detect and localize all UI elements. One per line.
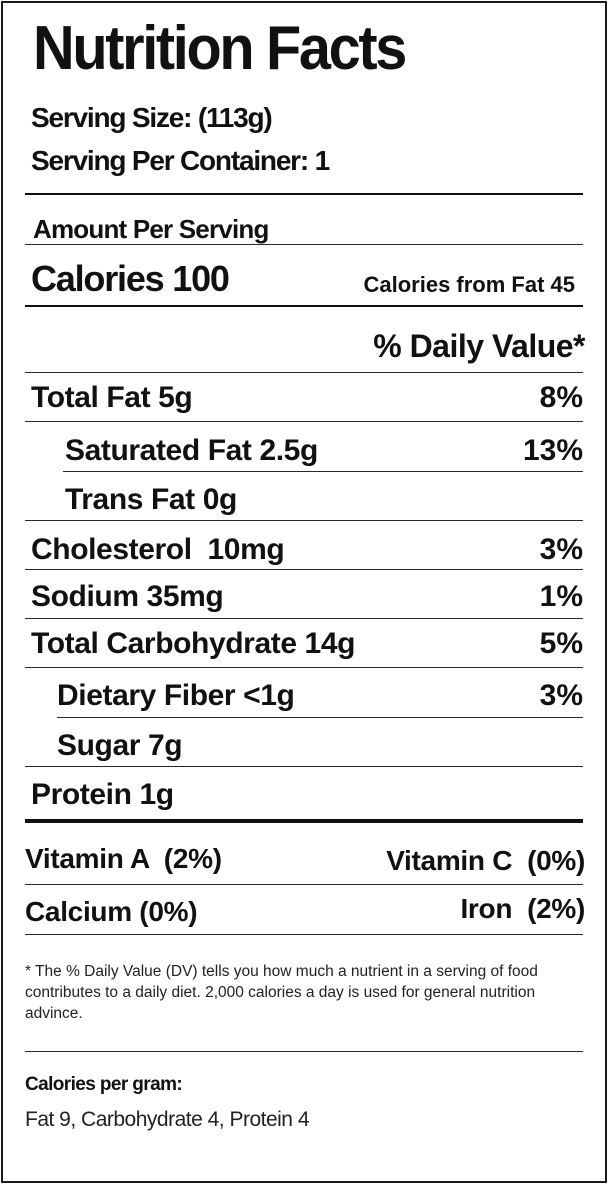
calcium: Calcium (0%) — [25, 896, 198, 927]
nutrient-name-total-fat: Total Fat 5g — [31, 381, 193, 414]
calories-value: Calories 100 — [31, 258, 230, 299]
calories-from-fat: Calories from Fat 45 — [363, 272, 575, 297]
nutrient-name-cholesterol: Cholesterol 10mg — [31, 533, 285, 566]
amount-per-serving-heading: Amount Per Serving — [33, 214, 269, 244]
divider — [25, 520, 583, 521]
divider — [25, 244, 583, 245]
nutrient-name-protein: Protein 1g — [31, 778, 174, 811]
nutrient-name-sodium: Sodium 35mg — [31, 580, 224, 613]
divider — [25, 305, 583, 307]
serving-size: Serving Size: (113g) — [31, 102, 273, 133]
iron: Iron (2%) — [460, 893, 585, 924]
divider — [25, 421, 583, 422]
divider — [25, 1051, 583, 1052]
label-title: Nutrition Facts — [33, 14, 407, 83]
daily-value-footnote: * The % Daily Value (DV) tells you how m… — [25, 963, 538, 1022]
divider — [25, 766, 583, 767]
nutrient-dv-cholesterol: 3% — [539, 533, 583, 566]
nutrient-dv-dietary-fiber: 3% — [539, 679, 583, 712]
divider — [25, 884, 583, 885]
nutrient-name-total-carbohydrate: Total Carbohydrate 14g — [31, 627, 356, 660]
calories-per-gram-heading: Calories per gram: — [25, 1074, 183, 1095]
servings-per-container: Serving Per Container: 1 — [31, 145, 330, 176]
nutrient-name-dietary-fiber: Dietary Fiber <1g — [57, 679, 295, 712]
vitamin-c: Vitamin C (0%) — [386, 845, 585, 876]
daily-value-header: % Daily Value* — [373, 328, 585, 364]
divider — [57, 717, 583, 718]
divider — [25, 667, 583, 668]
nutrient-name-saturated-fat: Saturated Fat 2.5g — [65, 434, 318, 467]
divider — [25, 618, 583, 619]
heavy-divider — [25, 819, 583, 823]
divider — [25, 934, 583, 935]
nutrient-dv-total-fat: 8% — [539, 381, 583, 414]
vitamin-a: Vitamin A (2%) — [25, 843, 222, 874]
nutrient-dv-total-carbohydrate: 5% — [539, 627, 583, 660]
divider — [25, 372, 583, 373]
divider — [25, 569, 583, 570]
divider — [63, 471, 583, 472]
nutrient-name-trans-fat: Trans Fat 0g — [65, 483, 237, 516]
calories-per-gram-values: Fat 9, Carbohydrate 4, Protein 4 — [25, 1108, 310, 1131]
nutrient-dv-sodium: 1% — [539, 580, 583, 613]
divider — [25, 193, 583, 195]
nutrient-dv-saturated-fat: 13% — [522, 434, 583, 467]
nutrient-name-sugar: Sugar 7g — [57, 729, 183, 762]
